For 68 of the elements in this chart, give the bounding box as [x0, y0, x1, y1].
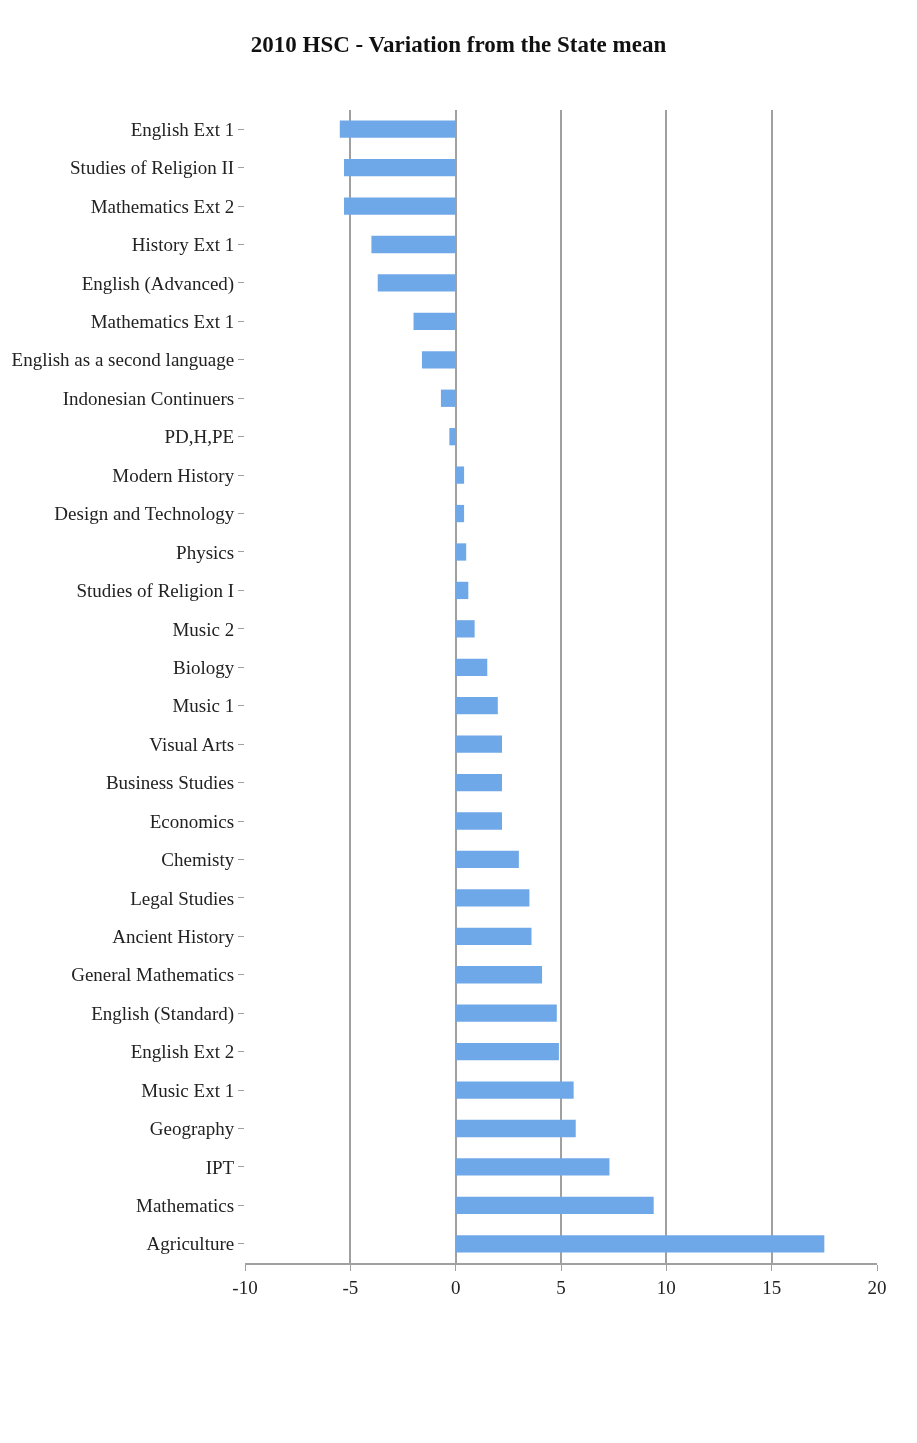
x-tick-label: 15	[762, 1276, 782, 1298]
bar	[455, 543, 467, 561]
bar	[455, 581, 469, 600]
bar	[377, 274, 456, 292]
y-tick-label: Music 1	[172, 695, 235, 717]
y-tick-label: Mathematics Ext 2	[90, 195, 235, 217]
bar	[371, 235, 456, 254]
bar	[455, 1235, 825, 1253]
y-tick-label: English Ext 2	[130, 1041, 235, 1063]
bar	[455, 504, 465, 523]
y-tick-label: Visual Arts	[149, 733, 235, 755]
y-tick-label: Mathematics	[136, 1195, 235, 1216]
bar	[455, 466, 465, 484]
bar	[455, 773, 503, 792]
bar	[455, 658, 488, 676]
y-tick-label: English as a second language	[11, 349, 235, 371]
bar	[413, 312, 456, 331]
y-tick-label: Business Studies	[105, 772, 235, 794]
bar	[344, 197, 456, 215]
bar	[455, 966, 543, 984]
y-tick-label: Design and Technology	[54, 503, 235, 525]
x-tick-label: 0	[450, 1276, 461, 1298]
y-tick-label: English Ext 1	[130, 118, 235, 140]
bar	[455, 620, 475, 638]
chart-title: 2010 HSC - Variation from the State mean	[250, 32, 667, 58]
y-tick-label: Chemisty	[161, 849, 235, 871]
y-tick-label: History Ext 1	[131, 234, 235, 256]
bar	[455, 889, 530, 907]
x-tick-label: -10	[232, 1276, 258, 1298]
y-tick-label: Biology	[172, 656, 235, 678]
y-tick-label: Physics	[176, 541, 235, 563]
y-tick-label: English (Advanced)	[81, 272, 235, 295]
y-tick-label: Studies of Religion II	[70, 157, 235, 179]
bar	[455, 1196, 654, 1214]
x-tick-label: 5	[556, 1276, 566, 1298]
y-tick-label: Music 2	[172, 618, 235, 640]
bar	[440, 389, 456, 407]
y-tick-label: Indonesian Continuers	[62, 387, 235, 409]
y-tick-label: IPT	[205, 1156, 235, 1178]
bar	[344, 159, 456, 177]
y-tick-label: Studies of Religion I	[76, 580, 235, 602]
y-tick-label: English (Standard)	[91, 1002, 235, 1025]
y-tick-label: Agriculture	[146, 1233, 235, 1255]
bar	[455, 735, 503, 753]
y-tick-label: Geography	[149, 1118, 235, 1140]
y-tick-label: Music Ext 1	[141, 1079, 235, 1101]
bar	[455, 1042, 559, 1061]
bar	[455, 1004, 557, 1022]
y-tick-label: PD,H,PE	[164, 426, 235, 448]
bar	[449, 428, 456, 446]
y-tick-label: Modern History	[112, 464, 235, 486]
bar	[421, 351, 456, 369]
bar	[455, 697, 498, 715]
x-tick-label: 20	[867, 1276, 887, 1298]
bar	[455, 812, 503, 830]
y-tick-label: Ancient History	[112, 925, 235, 947]
y-tick-label: General Mathematics	[71, 964, 235, 986]
y-tick-label: Economics	[149, 810, 235, 832]
bar	[455, 1119, 576, 1138]
y-tick-label: Mathematics Ext 1	[90, 311, 235, 333]
bar	[455, 1158, 610, 1176]
bar	[455, 850, 519, 869]
x-tick-label: -5	[342, 1276, 359, 1298]
bar	[455, 927, 532, 945]
y-tick-label: Legal Studies	[130, 887, 235, 909]
bar	[455, 1081, 574, 1099]
x-tick-label: 10	[656, 1276, 676, 1298]
bar	[339, 120, 456, 138]
